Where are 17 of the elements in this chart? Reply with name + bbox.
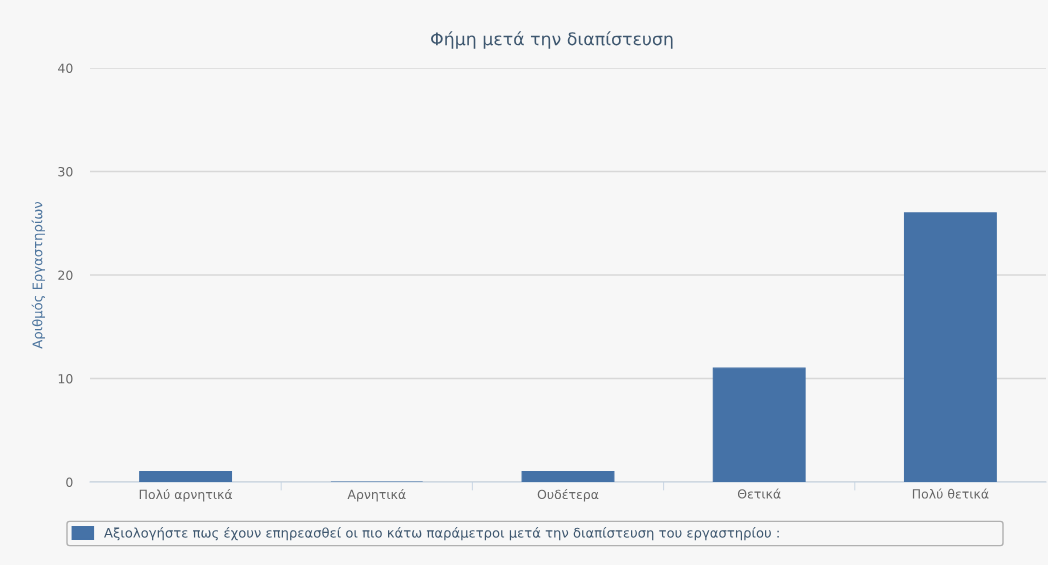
y-tick-label: 40: [58, 63, 73, 73]
y-tick-label: 30: [58, 166, 73, 177]
bar: [712, 367, 806, 482]
chart-title: Φήμη μετά την διαπίστευση: [431, 31, 673, 49]
x-tick-label: Ουδέτερα: [537, 488, 599, 502]
y-tick-label: 0: [66, 477, 73, 487]
legend-label: Αξιολογήστε πως έχουν επηρεασθεί οι πιο κάτω παράμετροι μετά την διαπίστευση του εργαστηρίου :: [104, 526, 779, 541]
bar: [521, 471, 615, 482]
x-tick-label: Θετικά: [737, 488, 781, 499]
bar: [903, 212, 997, 482]
x-tick-label: Πολύ θετικά: [912, 488, 989, 499]
y-tick-label: 20: [58, 270, 73, 280]
x-tick-label: Αρνητικά: [347, 488, 406, 502]
bar: [139, 471, 233, 482]
x-tick-label: Πολύ αρνητικά: [139, 488, 233, 502]
y-tick-label: 10: [58, 373, 73, 384]
y-axis-title: Αριθμός Εργαστηρίων: [31, 201, 45, 349]
